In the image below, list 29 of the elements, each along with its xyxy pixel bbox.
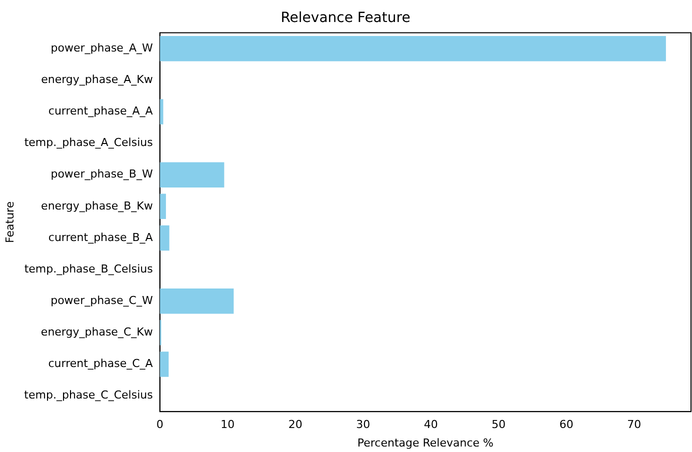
x-tick-label: 30	[356, 418, 370, 432]
y-tick-label: energy_phase_A_Kw	[41, 73, 153, 86]
bar	[160, 352, 169, 377]
chart-title: Relevance Feature	[280, 10, 410, 26]
y-tick-label: energy_phase_B_Kw	[41, 199, 153, 212]
y-axis-title: Feature	[3, 201, 16, 243]
bar	[160, 288, 234, 314]
y-tick-label: power_phase_B_W	[50, 168, 153, 181]
y-tick-label: power_phase_C_W	[50, 294, 153, 307]
y-tick-label: temp._phase_B_Celsius	[24, 262, 154, 276]
x-tick-label: 0	[156, 418, 164, 432]
y-tick-label: temp._phase_C_Celsius	[24, 388, 154, 402]
y-tick-label: current_phase_A_A	[48, 104, 154, 118]
x-tick-label: 60	[559, 418, 574, 432]
x-tick-label: 40	[424, 418, 438, 432]
bar	[160, 36, 666, 62]
bar	[160, 194, 166, 220]
x-axis-title: Percentage Relevance %	[357, 436, 494, 450]
y-tick-label: temp._phase_A_Celsius	[24, 136, 154, 150]
x-tick-label: 70	[627, 418, 642, 432]
bar	[160, 225, 170, 251]
y-tick-label: current_phase_C_A	[48, 357, 154, 370]
x-tick-label: 50	[492, 418, 506, 432]
x-tick-label: 10	[220, 418, 235, 432]
bar	[160, 162, 224, 188]
y-tick-label: power_phase_A_W	[50, 41, 153, 54]
y-tick-label: energy_phase_C_Kw	[40, 326, 153, 339]
x-tick-label: 20	[288, 418, 302, 432]
y-tick-label: current_phase_B_A	[48, 230, 154, 244]
